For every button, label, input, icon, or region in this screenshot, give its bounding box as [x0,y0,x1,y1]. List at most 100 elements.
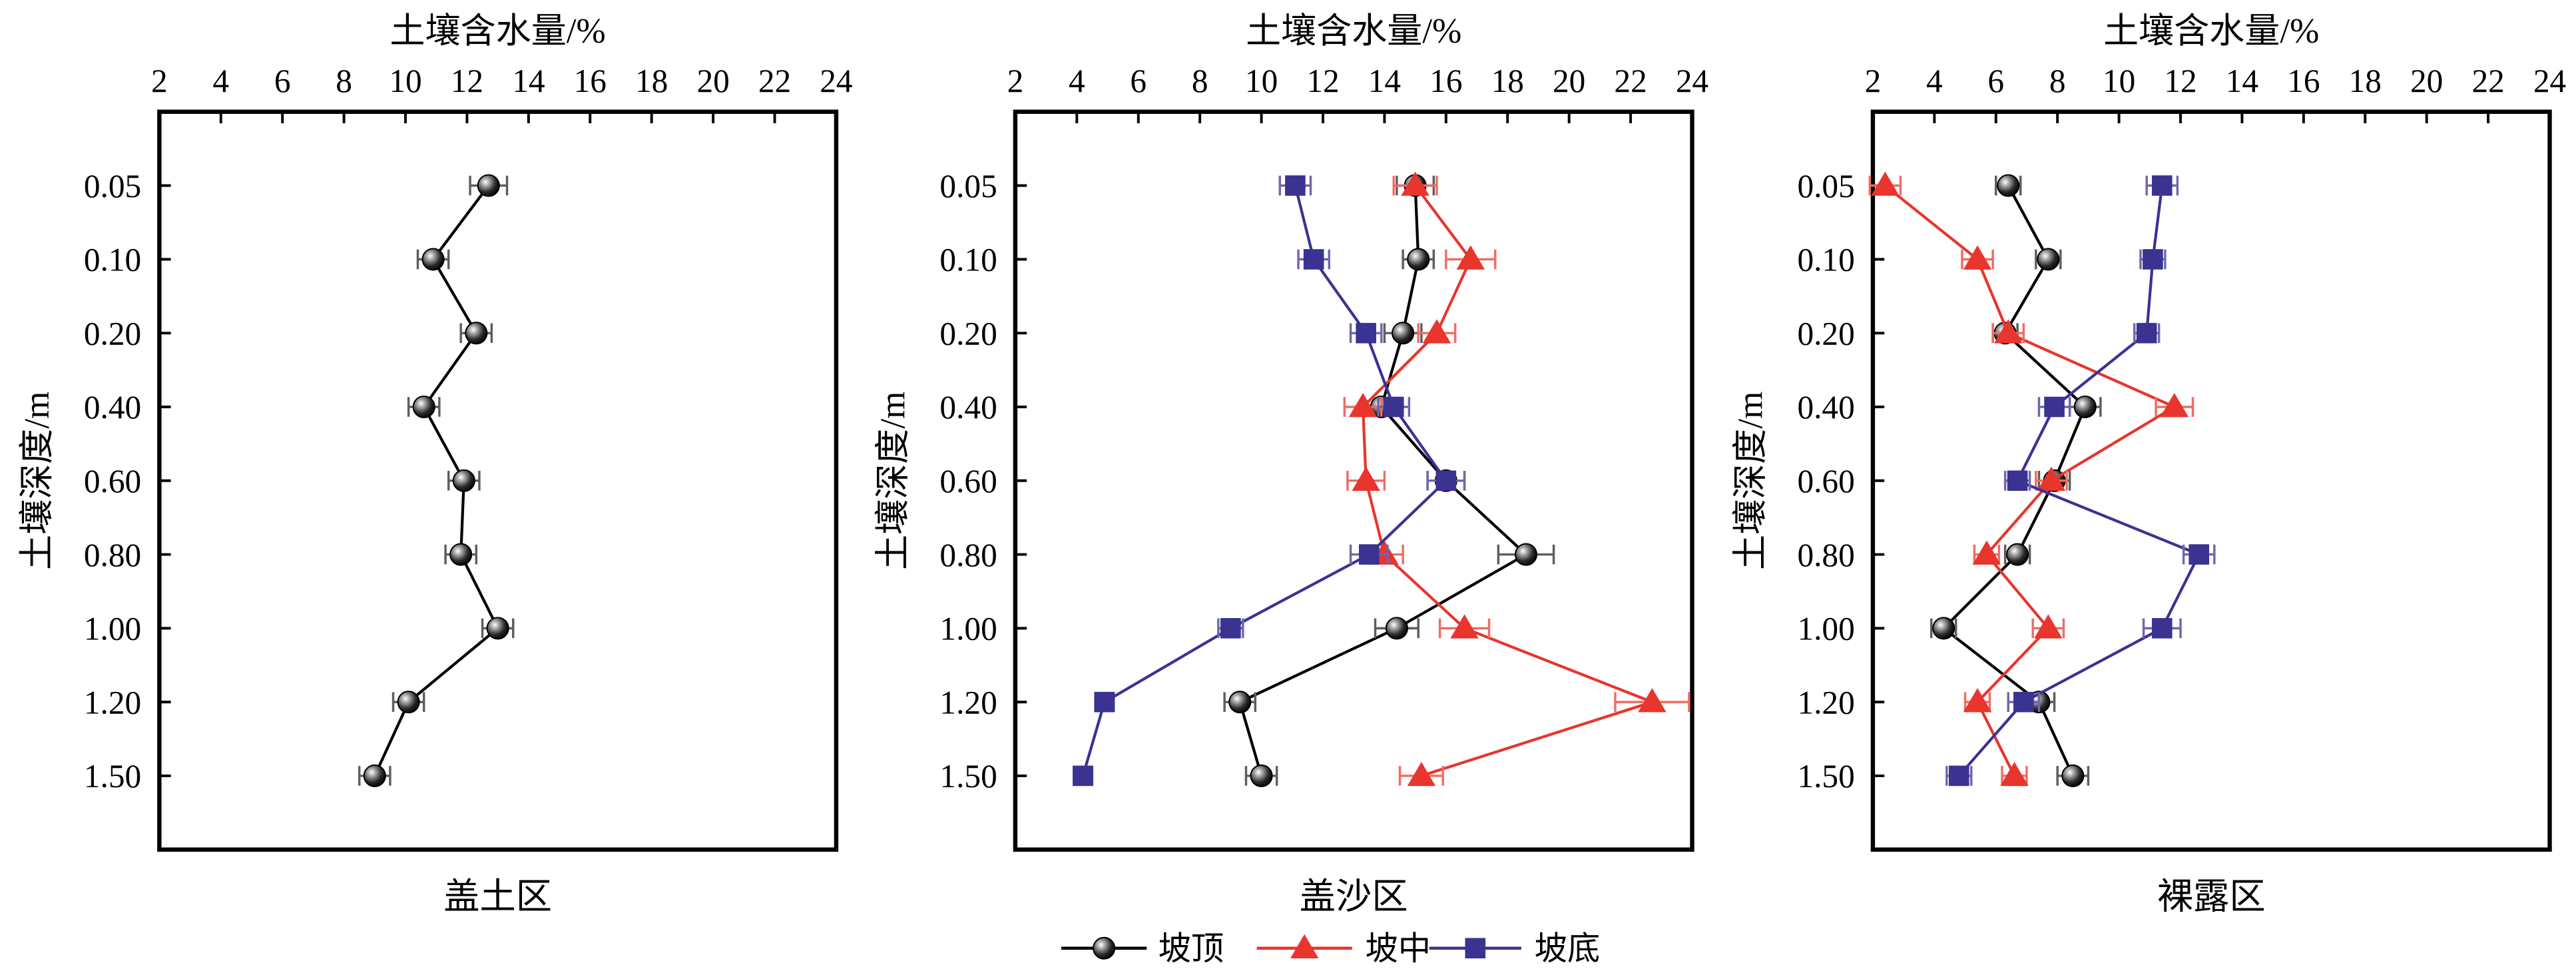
x-tick-label: 18 [635,63,668,99]
legend-label: 坡顶 [1159,930,1224,967]
y-axis: 0.05 0.10 0.20 0.40 0.60 0.80 1.00 1.20 1.50 [1797,168,1885,795]
x-tick-label: 2 [1007,63,1024,99]
x-axis-title: 土壤含水量/% [1246,12,1461,51]
y-tick-label: 0.20 [84,315,141,352]
x-tick-label: 12 [1306,63,1339,99]
legend: 坡顶 坡中 坡底 [1061,930,1600,967]
x-tick-label: 2 [151,63,168,99]
panel-title: 盖沙区 [1300,877,1408,917]
data-point-circle [477,174,500,197]
x-tick-label: 18 [2349,63,2382,99]
y-tick-label: 0.05 [939,168,997,204]
data-point-circle [449,543,473,566]
x-tick-label: 24 [820,63,852,99]
data-point-square [2013,691,2034,713]
x-tick-label: 22 [2471,63,2504,99]
data-point-triangle [2160,392,2189,418]
data-point-circle [412,395,435,418]
x-tick-label: 12 [451,63,483,99]
data-point-circle [1385,617,1408,640]
x-tick-label: 4 [1926,63,1943,99]
x-tick-label: 10 [2103,63,2135,99]
series-slope-bottom [1072,175,1466,787]
x-tick-label: 24 [2533,63,2566,99]
data-point-triangle [1994,319,2023,344]
data-point-square [1383,396,1404,418]
x-tick-label: 8 [1192,63,1208,99]
data-point-square [2044,396,2065,418]
x-axis: 2 4 6 8 10 12 14 16 18 20 22 24 [151,63,853,124]
y-tick-label: 0.80 [939,537,997,573]
data-point-square [2189,544,2210,565]
data-point-square [1094,691,1115,713]
x-tick-label: 20 [696,63,729,99]
data-point-circle [1407,248,1430,271]
x-tick-label: 18 [1491,63,1524,99]
x-tick-label: 8 [2049,63,2066,99]
data-point-square [1073,765,1093,787]
data-point-circle [397,691,420,714]
y-tick-label: 0.10 [939,242,997,278]
data-point-triangle [1352,466,1380,491]
panel-2: 2 4 6 8 10 12 14 16 18 20 22 240.050.100.200.400.60… [874,12,1708,916]
data-point-triangle [1972,540,2001,565]
y-tick-label: 1.20 [939,684,997,721]
series-slope-bottom [1945,175,2216,787]
data-point-triangle [1871,171,1900,196]
data-point-triangle [1401,171,1429,196]
x-tick-label: 6 [1987,63,2004,99]
data-point-triangle [1963,245,1992,270]
series-slope-middle [1343,171,1690,787]
x-tick-label: 14 [512,63,545,99]
data-point-square [2143,249,2163,270]
x-tick-label: 6 [274,63,291,99]
data-point-circle [2073,395,2097,418]
data-point-circle [2006,543,2029,566]
y-tick-label: 1.50 [84,758,141,795]
data-point-square [1949,765,1969,787]
y-axis-title: 土壤深度/m [874,392,912,570]
x-tick-label: 16 [1429,63,1462,99]
data-point-square [1356,322,1376,344]
x-tick-label: 4 [212,63,229,99]
panel-title: 裸露区 [2157,877,2266,917]
x-tick-label: 8 [336,63,352,99]
y-tick-label: 1.20 [1797,684,1854,721]
data-point-triangle [2037,466,2066,491]
y-tick-label: 0.80 [1797,537,1854,573]
x-axis: 2 4 6 8 10 12 14 16 18 20 22 24 [1007,63,1708,124]
panel-1: 2 4 6 8 10 12 14 16 18 20 22 240.050.100.200.400.60… [18,12,853,916]
y-tick-label: 0.80 [84,537,141,573]
data-point-circle [1392,322,1415,345]
y-tick-label: 0.20 [1797,315,1854,352]
y-tick-label: 0.40 [939,389,997,426]
data-point-square [2151,175,2173,196]
y-axis-title: 土壤深度/m [18,392,57,570]
data-point-square [2151,618,2173,639]
data-point-triangle [1456,245,1485,270]
legend-item-slope-bottom: 坡底 [1429,930,1601,967]
y-tick-label: 0.40 [84,389,141,426]
x-tick-label: 10 [1245,63,1278,99]
x-tick-label: 22 [758,63,791,99]
data-point-triangle [1638,688,1667,713]
panel-3: 2 4 6 8 10 12 14 16 18 20 22 240.050.100.200.400.60… [1731,12,2566,916]
data-point-circle [465,322,488,345]
data-point-circle [2037,248,2060,271]
x-tick-label: 20 [1553,63,1585,99]
legend-marker-square [1465,938,1486,959]
legend-marker-circle [1093,936,1116,960]
legend-label: 坡底 [1535,930,1601,967]
series-slope-top [358,174,515,787]
data-point-triangle [1407,761,1436,787]
data-point-square [1220,618,1241,639]
y-tick-label: 1.50 [1797,758,1854,795]
data-point-triangle [1348,392,1378,418]
plot-frame [1870,109,2552,852]
y-tick-label: 1.20 [84,684,141,721]
x-tick-label: 6 [1130,63,1147,99]
data-point-triangle [2000,761,2029,787]
x-axis: 2 4 6 8 10 12 14 16 18 20 22 24 [1865,63,2566,124]
data-point-circle [452,469,475,492]
data-point-circle [363,764,386,787]
